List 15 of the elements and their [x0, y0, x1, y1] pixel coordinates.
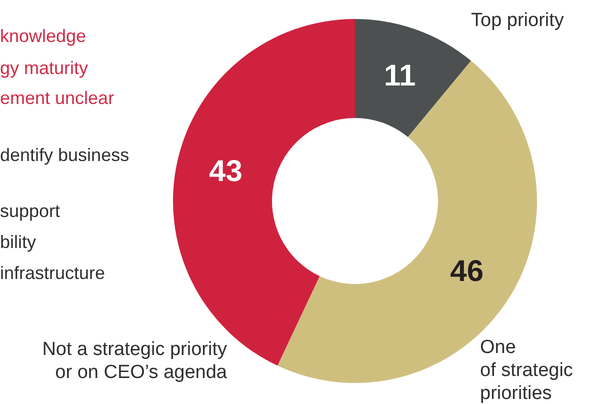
donut-slice [173, 19, 355, 366]
data-label: 11 [384, 59, 416, 92]
text: gy maturity [0, 58, 88, 78]
slice-label: One of strategic priorities [480, 337, 573, 404]
data-label: 43 [209, 155, 242, 188]
donut-slice [355, 19, 472, 138]
text: bility [0, 232, 36, 252]
text: ement unclear [0, 88, 114, 108]
slice-label: Not a strategic priority or on CEO’s agenda [42, 339, 228, 383]
text: support [0, 201, 60, 221]
text: dentify business [0, 145, 130, 165]
slice-label: Top priority [471, 10, 564, 31]
text: infrastructure [0, 263, 106, 283]
text: knowledge [0, 26, 86, 46]
data-label: 46 [450, 254, 484, 288]
